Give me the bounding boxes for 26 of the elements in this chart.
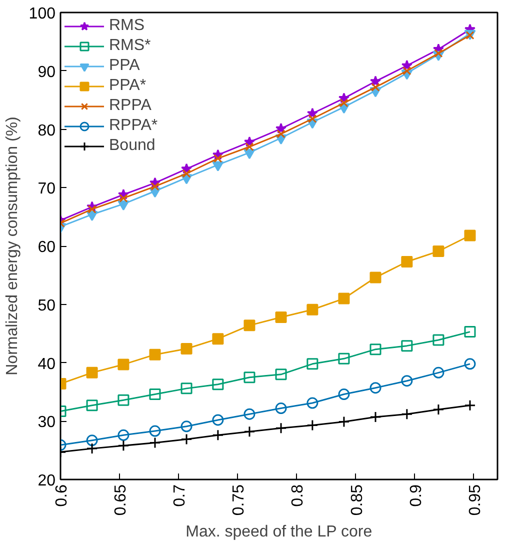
legend-label: RMS* (109, 37, 151, 55)
x-tick-label: 0.75 (230, 484, 248, 516)
legend-label: PPA* (109, 77, 146, 95)
legend-label: RMS (109, 17, 145, 35)
y-tick-label: 70 (38, 180, 56, 198)
legend-label: RPPA (109, 97, 152, 115)
x-tick-label: 0.7 (172, 484, 189, 507)
y-tick-label: 20 (38, 472, 56, 490)
y-tick-label: 60 (38, 239, 56, 256)
y-tick-label: 50 (38, 297, 56, 314)
y-tick-label: 100 (28, 6, 56, 22)
y-tick-label: 40 (38, 356, 56, 373)
x-tick-label: 0.8 (290, 484, 307, 507)
x-tick-label: 0.9 (408, 484, 425, 507)
x-tick-label: 0.65 (112, 484, 130, 516)
y-axis-title: Normalized energy consumption (%) (4, 116, 21, 376)
legend-label: RPPA* (109, 117, 158, 135)
y-tick-label: 90 (38, 64, 56, 81)
x-axis-title: Max. speed of the LP core (186, 524, 372, 541)
x-tick-label: 0.95 (466, 484, 484, 516)
legend-label: PPA (109, 57, 140, 75)
x-tick-label: 0.85 (348, 484, 366, 516)
x-tick-label: 0.6 (54, 484, 70, 507)
legend-label: Bound (109, 137, 156, 155)
y-tick-label: 30 (38, 414, 56, 432)
y-tick-label: 80 (38, 122, 56, 140)
